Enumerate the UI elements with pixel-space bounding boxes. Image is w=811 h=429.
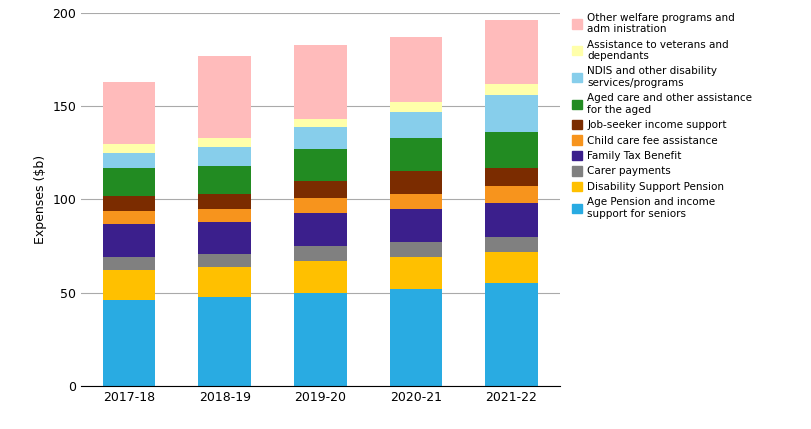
Bar xyxy=(389,138,442,172)
Bar xyxy=(389,257,442,289)
Bar xyxy=(485,95,538,132)
Bar xyxy=(389,37,442,103)
Bar xyxy=(103,168,156,196)
Bar xyxy=(294,45,346,119)
Bar xyxy=(485,187,538,203)
Bar xyxy=(294,261,346,293)
Bar xyxy=(103,270,156,300)
Bar xyxy=(103,257,156,270)
Bar xyxy=(294,212,346,246)
Bar xyxy=(199,222,251,254)
Y-axis label: Expenses ($b): Expenses ($b) xyxy=(34,155,47,244)
Bar xyxy=(294,293,346,386)
Bar xyxy=(103,196,156,211)
Bar xyxy=(103,211,156,224)
Bar xyxy=(389,194,442,209)
Bar xyxy=(199,254,251,267)
Bar xyxy=(199,194,251,209)
Legend: Other welfare programs and
adm inistration, Assistance to veterans and
dependant: Other welfare programs and adm inistrati… xyxy=(569,11,754,221)
Bar xyxy=(199,56,251,138)
Bar xyxy=(199,166,251,194)
Bar xyxy=(199,267,251,296)
Bar xyxy=(199,209,251,222)
Bar xyxy=(389,112,442,138)
Bar xyxy=(485,84,538,95)
Bar xyxy=(485,168,538,187)
Bar xyxy=(294,246,346,261)
Bar xyxy=(485,284,538,386)
Bar xyxy=(389,209,442,242)
Bar xyxy=(389,289,442,386)
Bar xyxy=(199,147,251,166)
Bar xyxy=(103,300,156,386)
Bar xyxy=(103,82,156,143)
Bar xyxy=(294,198,346,212)
Bar xyxy=(389,103,442,112)
Bar xyxy=(485,252,538,284)
Bar xyxy=(294,119,346,127)
Bar xyxy=(389,172,442,194)
Bar xyxy=(103,143,156,153)
Bar xyxy=(294,181,346,198)
Bar xyxy=(485,203,538,237)
Bar xyxy=(485,20,538,84)
Bar xyxy=(103,224,156,257)
Bar xyxy=(485,132,538,168)
Bar xyxy=(199,296,251,386)
Bar xyxy=(199,138,251,147)
Bar xyxy=(103,153,156,168)
Bar xyxy=(485,237,538,252)
Bar xyxy=(389,242,442,257)
Bar xyxy=(294,127,346,149)
Bar xyxy=(294,149,346,181)
